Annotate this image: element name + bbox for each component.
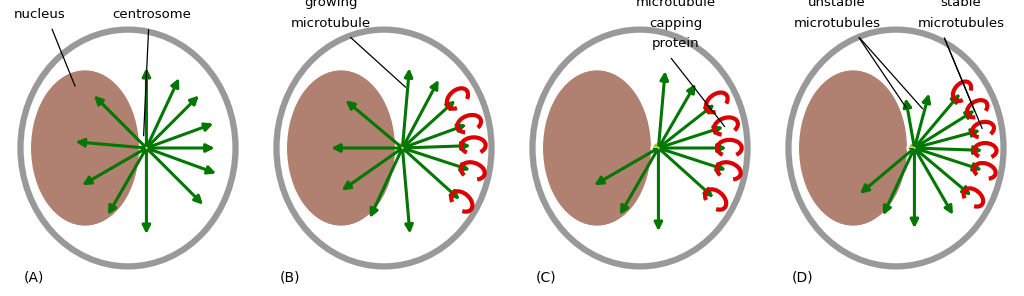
Ellipse shape	[532, 30, 748, 266]
Text: (B): (B)	[280, 270, 300, 284]
Text: unstable: unstable	[808, 0, 865, 9]
Ellipse shape	[20, 30, 236, 266]
Circle shape	[908, 141, 921, 155]
Text: protein: protein	[651, 37, 699, 50]
FancyBboxPatch shape	[908, 147, 913, 149]
FancyBboxPatch shape	[147, 146, 152, 150]
Text: microtubule: microtubule	[291, 17, 371, 30]
Ellipse shape	[32, 71, 138, 225]
FancyBboxPatch shape	[652, 147, 657, 149]
FancyBboxPatch shape	[915, 146, 920, 150]
Text: (C): (C)	[536, 270, 556, 284]
Text: growing: growing	[304, 0, 357, 9]
Ellipse shape	[788, 30, 1004, 266]
Ellipse shape	[276, 30, 492, 266]
Circle shape	[396, 141, 409, 155]
Text: (D): (D)	[792, 270, 813, 284]
FancyBboxPatch shape	[403, 146, 408, 150]
Text: centrosome: centrosome	[113, 8, 191, 21]
FancyBboxPatch shape	[659, 146, 664, 150]
Text: microtubules: microtubules	[794, 17, 881, 30]
Ellipse shape	[288, 71, 394, 225]
Text: capping: capping	[649, 17, 702, 30]
Text: stable: stable	[941, 0, 981, 9]
Ellipse shape	[544, 71, 650, 225]
Text: (A): (A)	[24, 270, 44, 284]
Text: microtubules: microtubules	[918, 17, 1005, 30]
Ellipse shape	[800, 71, 906, 225]
Text: nucleus: nucleus	[13, 8, 66, 21]
Circle shape	[140, 141, 153, 155]
Circle shape	[652, 141, 665, 155]
Text: microtubule: microtubule	[636, 0, 716, 9]
FancyBboxPatch shape	[140, 147, 145, 149]
FancyBboxPatch shape	[396, 147, 401, 149]
